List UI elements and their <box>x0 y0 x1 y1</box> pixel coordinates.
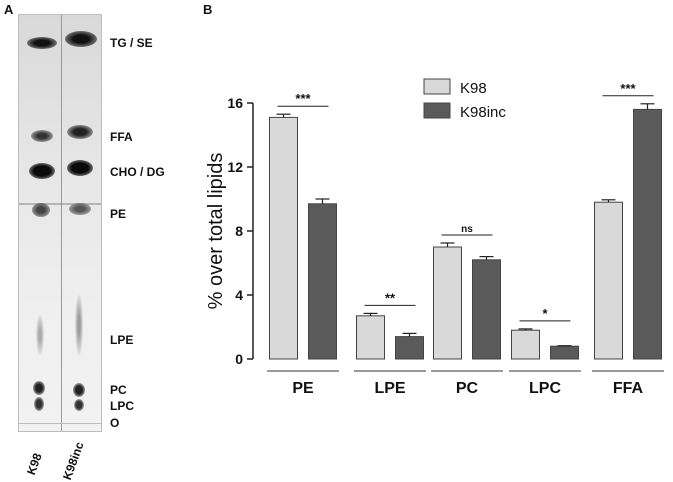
band-label-ffa: FFA <box>110 130 133 144</box>
band-label-lpc: LPC <box>110 399 134 413</box>
lane-label-k98: K98 <box>24 451 45 477</box>
significance-label: *** <box>620 81 636 96</box>
spot-pe-lane2 <box>69 203 91 215</box>
category-label-lpe: LPE <box>374 380 405 397</box>
bar-lpc-k98inc <box>550 345 579 360</box>
bar-lpc-k98 <box>511 329 540 360</box>
bar-ffa-k98inc <box>633 108 662 360</box>
band-label-o: O <box>110 416 120 430</box>
y-axis-label: % over total lipids <box>205 153 227 310</box>
bar-lpe-k98 <box>356 315 385 360</box>
bar-lpe-k98inc <box>395 336 424 360</box>
bar-pc-k98 <box>433 246 462 360</box>
significance-markers: *****ns**** <box>277 81 654 322</box>
spot-ffa-lane2 <box>67 125 93 139</box>
spot-pe-lane1 <box>32 203 50 217</box>
bar-ffa-k98 <box>594 201 623 360</box>
lane-label-k98inc: K98inc <box>60 440 87 482</box>
spot-ffa-lane1 <box>31 130 53 142</box>
solvent-front-line <box>19 203 101 205</box>
band-label-tg-se: TG / SE <box>110 36 153 50</box>
y-tick-label: 16 <box>227 95 243 111</box>
x-axis-categories: PE LPE PC LPC FFA <box>267 370 664 397</box>
spot-lpc-lane1 <box>34 397 44 411</box>
spot-pc-lane2 <box>73 383 85 397</box>
spot-lpc-lane2 <box>74 399 84 411</box>
spot-tg-lane1 <box>27 37 57 49</box>
category-label-lpc: LPC <box>529 380 561 397</box>
bar-pe-k98inc <box>308 203 337 360</box>
y-tick-label: 0 <box>235 351 243 367</box>
tlc-plate-image <box>18 14 102 432</box>
bars <box>269 103 662 360</box>
significance-label: ns <box>461 224 473 235</box>
y-axis: 0 4 8 12 16 <box>227 95 254 367</box>
y-tick-label: 4 <box>235 287 243 303</box>
legend: K98 K98inc <box>423 78 506 121</box>
spot-lpe-lane2 <box>75 295 83 355</box>
bar-pe-k98 <box>269 116 298 360</box>
lane-divider <box>61 15 62 431</box>
band-label-pe: PE <box>110 207 127 221</box>
significance-label: ** <box>385 290 396 305</box>
spot-lpe-lane1 <box>36 315 44 355</box>
panel-b-letter: B <box>203 2 213 17</box>
bar-pc-k98inc <box>472 259 501 360</box>
y-tick-label: 8 <box>235 223 243 239</box>
category-label-pe: PE <box>292 380 314 397</box>
legend-swatch-k98 <box>423 78 451 95</box>
panel-a-letter: A <box>4 2 14 17</box>
spot-cho-lane1 <box>29 163 55 179</box>
bar-chart: 0 4 8 12 16 % over total lipids PE LPE PC LPC FF… <box>205 78 664 397</box>
y-tick-label: 12 <box>227 159 243 175</box>
spot-tg-lane2 <box>65 31 97 47</box>
spot-cho-lane2 <box>67 160 93 176</box>
spot-pc-lane1 <box>33 381 45 395</box>
significance-label: *** <box>295 91 311 106</box>
legend-label-k98: K98 <box>460 80 487 97</box>
category-label-ffa: FFA <box>613 380 644 397</box>
origin-line <box>19 423 101 424</box>
band-label-lpe: LPE <box>110 333 134 347</box>
category-label-pc: PC <box>456 380 479 397</box>
legend-swatch-k98inc <box>423 102 451 119</box>
band-label-pc: PC <box>110 383 127 397</box>
legend-label-k98inc: K98inc <box>460 104 506 121</box>
significance-label: * <box>542 306 548 321</box>
band-label-cho-dg: CHO / DG <box>110 165 165 179</box>
